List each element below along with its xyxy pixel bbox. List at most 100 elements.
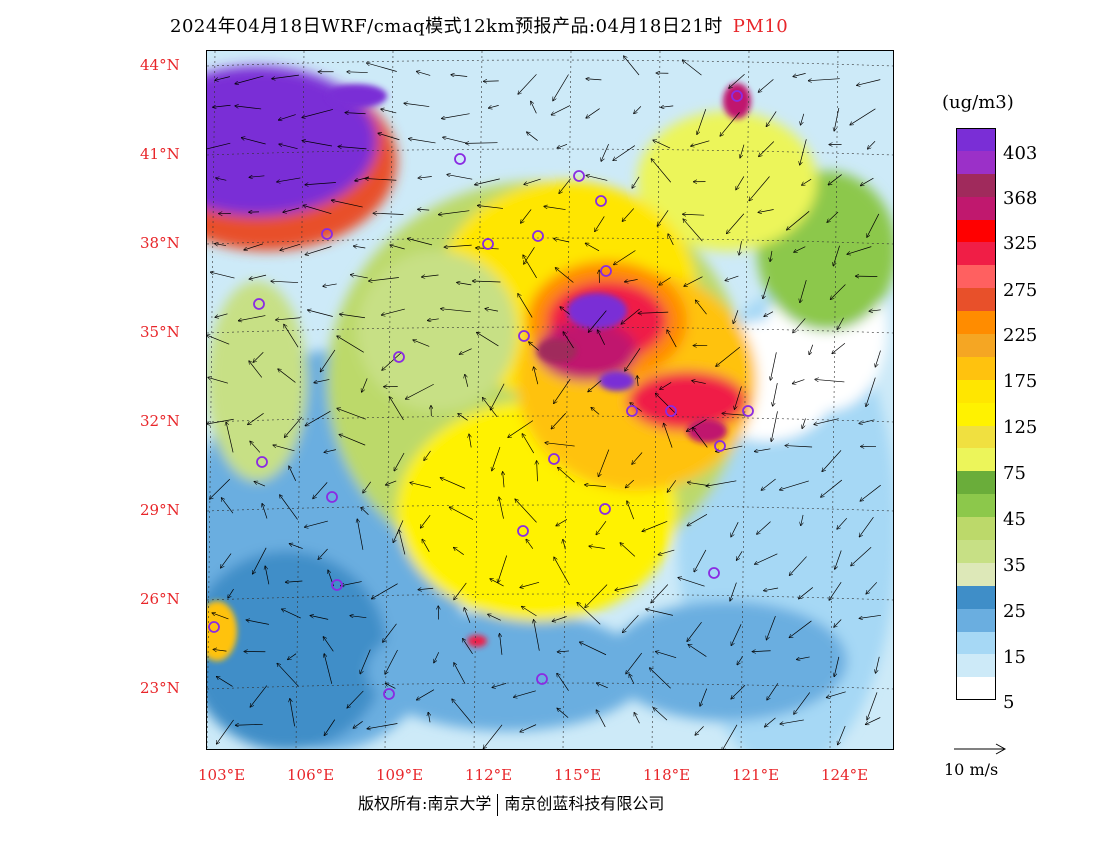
wind-arrow [623, 615, 639, 632]
wind-arrow [861, 177, 874, 185]
wind-arrow [302, 141, 333, 147]
wind-arrow [589, 546, 605, 549]
wind-arrow [250, 441, 261, 453]
wind-arrow [557, 673, 569, 691]
wind-arrow [382, 352, 403, 370]
wind-arrow [324, 719, 336, 736]
wind-arrow [340, 314, 366, 319]
wind-arrow [868, 140, 876, 149]
wind-arrow [221, 553, 232, 568]
wind-arrow [418, 209, 430, 210]
wind-arrow [289, 466, 297, 481]
wind-arrow [799, 587, 814, 598]
wind-arrow [246, 620, 269, 625]
station-marker-icon [517, 525, 529, 537]
colorbar-cell [956, 128, 996, 151]
wind-arrow [755, 448, 771, 452]
wind-arrow [580, 642, 607, 656]
wind-arrow [822, 450, 842, 471]
wind-arrow [658, 549, 675, 555]
wind-arrow [634, 106, 642, 113]
wind-arrow [780, 480, 809, 490]
wind-arrow [736, 176, 745, 189]
lon-label-121: 121°E [732, 766, 780, 784]
wind-arrow [465, 375, 469, 387]
wind-arrow [320, 349, 336, 372]
wind-arrow [626, 479, 634, 488]
station-marker-icon [708, 567, 720, 579]
wind-arrow [764, 311, 774, 317]
wind-arrow [850, 108, 876, 125]
wind-arrow [492, 446, 501, 471]
wind-arrow [213, 105, 231, 107]
wind-arrow [544, 206, 566, 210]
wind-arrow [276, 317, 301, 320]
wind-arrow [832, 342, 846, 353]
lat-label-44: 44°N [140, 56, 180, 74]
wind-arrow [551, 412, 566, 429]
wind-arrow [242, 138, 266, 145]
colorbar-cell [956, 173, 996, 197]
wind-arrow [637, 376, 638, 387]
wind-arrow [759, 141, 775, 157]
wind-arrow [664, 423, 673, 448]
footer-left: 版权所有:南京大学 [358, 794, 492, 813]
wind-arrow [661, 106, 674, 107]
longitude-line [473, 51, 483, 749]
colorbar-cell [956, 631, 996, 655]
wind-arrow [632, 176, 640, 188]
wind-arrow [323, 637, 334, 652]
wind-arrow [793, 318, 806, 332]
station-marker-icon [482, 238, 494, 250]
colorbar-cell [956, 379, 996, 403]
station-marker-icon [742, 405, 754, 417]
wind-arrow [553, 74, 569, 101]
lat-label-41: 41°N [140, 145, 180, 163]
wind-arrow [629, 674, 635, 684]
wind-arrow [752, 651, 771, 652]
wind-arrow [596, 710, 606, 728]
wind-arrow [808, 78, 840, 81]
wind-arrow [659, 277, 671, 285]
colorbar-cell [956, 311, 996, 335]
wind-arrow [737, 656, 743, 664]
wind-arrow [248, 413, 264, 424]
wind-arrow [382, 308, 405, 315]
wind-arrow [483, 398, 498, 417]
wind-arrow [386, 480, 397, 485]
footer-right: 南京创蓝科技有限公司 [504, 794, 665, 813]
wind-arrow [625, 348, 641, 370]
wind-vectors [207, 56, 881, 749]
concentration-field [207, 66, 893, 749]
wind-arrow [282, 609, 301, 619]
wind-arrow [859, 419, 875, 424]
forecast-map[interactable] [206, 50, 894, 750]
wind-arrow [595, 216, 605, 231]
wind-arrow [449, 507, 474, 520]
wind-arrow [697, 109, 707, 134]
wind-arrow [830, 284, 846, 300]
longitude-line [740, 51, 750, 749]
wind-arrow [262, 504, 268, 519]
wind-arrow [272, 74, 299, 79]
wind-arrow [265, 566, 270, 585]
wind-arrow [408, 239, 433, 246]
wind-arrow [827, 211, 839, 222]
wind-arrow [249, 274, 267, 279]
wind-arrow [367, 723, 398, 729]
wind-arrow [651, 159, 672, 183]
wind-arrow [749, 176, 770, 201]
wind-arrow [226, 422, 234, 453]
wind-arrow [646, 609, 673, 616]
colorbar-label: 5 [1003, 692, 1015, 713]
wind-arrow [734, 386, 742, 409]
wind-arrow [815, 379, 845, 383]
wind-arrow [615, 584, 638, 590]
colorbar-cell [956, 494, 996, 518]
wind-arrow [278, 369, 296, 383]
wind-arrow [622, 208, 635, 221]
wind-arrow [683, 214, 705, 215]
wind-arrow [273, 445, 295, 452]
colorbar-units: (ug/m3) [942, 92, 1014, 113]
colorbar-cell [956, 654, 996, 678]
